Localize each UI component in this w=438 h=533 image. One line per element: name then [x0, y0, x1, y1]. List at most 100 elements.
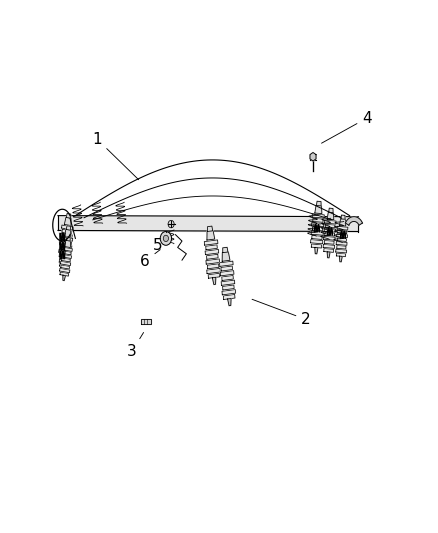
Polygon shape — [205, 249, 219, 255]
Polygon shape — [311, 222, 324, 227]
Polygon shape — [336, 253, 346, 257]
Polygon shape — [310, 152, 316, 161]
Polygon shape — [222, 252, 230, 261]
Polygon shape — [325, 220, 336, 224]
Polygon shape — [62, 229, 72, 234]
Polygon shape — [337, 234, 347, 238]
Text: 2: 2 — [252, 300, 311, 327]
Polygon shape — [324, 240, 334, 244]
Polygon shape — [206, 245, 217, 250]
Polygon shape — [327, 252, 330, 258]
Polygon shape — [59, 249, 71, 254]
Polygon shape — [346, 217, 363, 225]
Polygon shape — [63, 266, 65, 272]
Polygon shape — [336, 249, 346, 253]
Polygon shape — [66, 226, 71, 230]
Polygon shape — [62, 225, 73, 230]
Polygon shape — [339, 256, 342, 262]
Polygon shape — [64, 217, 71, 225]
Polygon shape — [61, 248, 71, 253]
Polygon shape — [312, 227, 323, 231]
Polygon shape — [207, 264, 219, 269]
Polygon shape — [337, 227, 348, 230]
Polygon shape — [327, 212, 334, 220]
Polygon shape — [315, 205, 322, 214]
Polygon shape — [312, 236, 322, 239]
Polygon shape — [325, 224, 335, 228]
Polygon shape — [221, 266, 233, 271]
Polygon shape — [60, 263, 69, 268]
Polygon shape — [61, 244, 72, 249]
Polygon shape — [223, 247, 228, 253]
Polygon shape — [339, 219, 346, 226]
Polygon shape — [337, 245, 346, 249]
Polygon shape — [336, 241, 347, 245]
Polygon shape — [324, 236, 335, 240]
Polygon shape — [313, 218, 323, 222]
Polygon shape — [60, 268, 70, 273]
Polygon shape — [204, 240, 218, 245]
Polygon shape — [60, 245, 70, 250]
Polygon shape — [311, 239, 323, 244]
Polygon shape — [325, 232, 335, 236]
Polygon shape — [223, 285, 234, 290]
Polygon shape — [62, 247, 72, 252]
Text: 6: 6 — [140, 249, 160, 269]
Polygon shape — [66, 214, 71, 218]
Polygon shape — [222, 276, 233, 280]
Polygon shape — [60, 272, 69, 276]
Text: 4: 4 — [321, 110, 372, 143]
Polygon shape — [337, 238, 346, 241]
Polygon shape — [206, 259, 219, 264]
Polygon shape — [207, 269, 220, 273]
Polygon shape — [311, 244, 321, 248]
Polygon shape — [61, 254, 71, 259]
Polygon shape — [63, 251, 71, 255]
Polygon shape — [220, 271, 234, 276]
Polygon shape — [221, 280, 235, 285]
Polygon shape — [228, 298, 231, 306]
Circle shape — [168, 220, 174, 228]
Polygon shape — [60, 252, 71, 256]
Polygon shape — [212, 277, 216, 285]
Polygon shape — [59, 259, 70, 264]
Polygon shape — [222, 289, 236, 295]
Polygon shape — [316, 201, 321, 206]
Polygon shape — [64, 229, 71, 237]
Polygon shape — [324, 228, 336, 232]
Polygon shape — [338, 230, 347, 234]
Text: 3: 3 — [127, 333, 144, 359]
Polygon shape — [208, 273, 220, 278]
Polygon shape — [219, 261, 233, 266]
Polygon shape — [64, 240, 71, 247]
Polygon shape — [62, 258, 71, 262]
Polygon shape — [315, 247, 318, 254]
Polygon shape — [341, 215, 345, 219]
Polygon shape — [63, 275, 65, 280]
Polygon shape — [141, 319, 151, 324]
Polygon shape — [312, 214, 324, 218]
Polygon shape — [62, 240, 71, 245]
Polygon shape — [60, 241, 71, 246]
Circle shape — [163, 235, 169, 241]
Circle shape — [160, 231, 172, 245]
Polygon shape — [63, 257, 65, 263]
Text: 1: 1 — [92, 132, 139, 180]
Polygon shape — [60, 233, 72, 238]
Polygon shape — [61, 237, 71, 242]
Polygon shape — [62, 237, 73, 241]
Polygon shape — [59, 253, 69, 258]
Polygon shape — [208, 226, 213, 231]
Polygon shape — [61, 265, 70, 269]
Polygon shape — [324, 248, 334, 252]
Text: 5: 5 — [153, 232, 167, 253]
Polygon shape — [223, 294, 235, 300]
Polygon shape — [60, 261, 71, 265]
Polygon shape — [328, 208, 333, 213]
Polygon shape — [207, 254, 218, 259]
Polygon shape — [66, 237, 70, 241]
Polygon shape — [311, 231, 323, 235]
Polygon shape — [207, 231, 215, 240]
Polygon shape — [323, 244, 335, 248]
Polygon shape — [60, 256, 70, 260]
